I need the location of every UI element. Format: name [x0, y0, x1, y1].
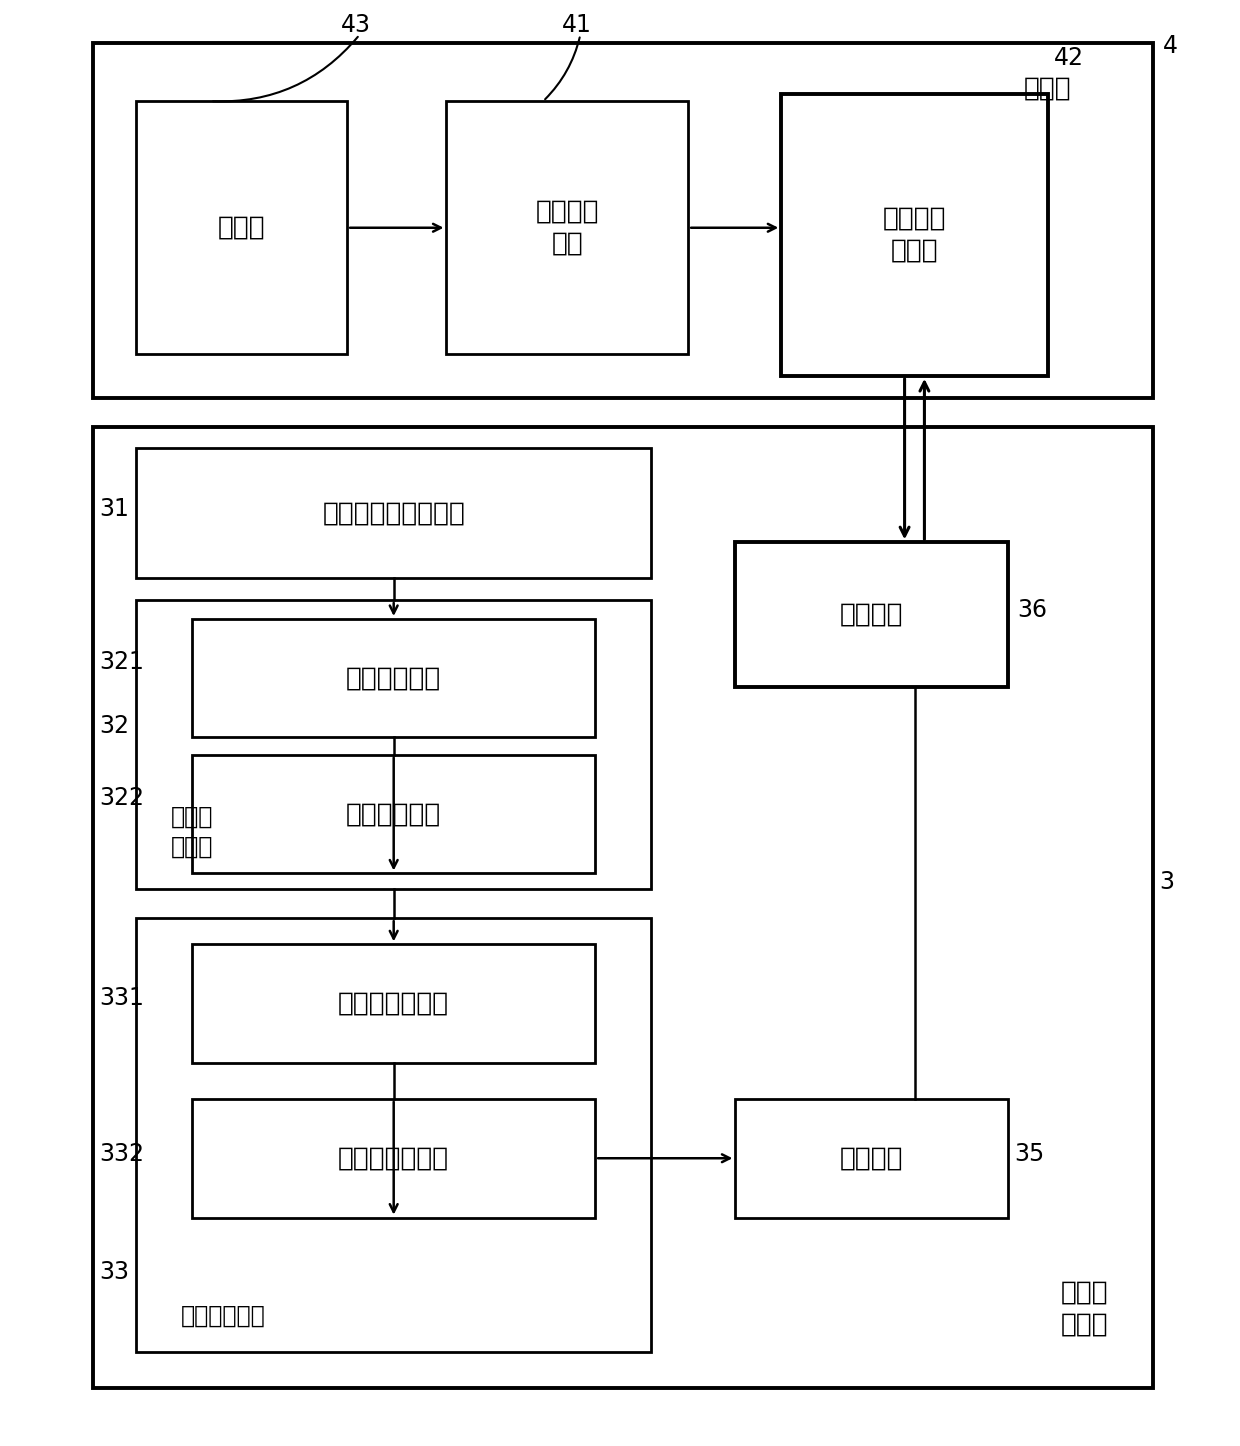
Text: 42: 42 — [1054, 46, 1084, 69]
Bar — [446, 101, 688, 354]
Text: 灰度计算单元: 灰度计算单元 — [346, 665, 441, 691]
Text: 331: 331 — [99, 986, 144, 1009]
Text: 热成像图片采集单元: 热成像图片采集单元 — [322, 500, 465, 526]
Text: 41: 41 — [562, 13, 591, 36]
Bar — [192, 944, 595, 1063]
Bar — [735, 1099, 1008, 1218]
Text: 图片转
换单元: 图片转 换单元 — [171, 804, 213, 859]
Text: 31: 31 — [99, 497, 129, 521]
Bar — [735, 542, 1008, 687]
Bar — [781, 94, 1048, 376]
Text: 服务器: 服务器 — [1024, 75, 1071, 101]
Text: 43: 43 — [341, 13, 371, 36]
Text: 36: 36 — [1017, 599, 1047, 622]
Text: 322: 322 — [99, 787, 144, 810]
Text: 温度计算单元: 温度计算单元 — [346, 801, 441, 827]
Text: 通信单元: 通信单元 — [839, 602, 904, 628]
Text: 服务器通
信单元: 服务器通 信单元 — [883, 205, 946, 265]
Bar — [136, 918, 651, 1352]
Text: 温度差计算单元: 温度差计算单元 — [339, 991, 449, 1017]
Text: 故障检
测系统: 故障检 测系统 — [1061, 1280, 1109, 1338]
Bar — [136, 101, 347, 354]
Text: 数据处理
单元: 数据处理 单元 — [536, 198, 599, 257]
Text: 故障检测单元: 故障检测单元 — [181, 1304, 265, 1327]
Bar — [136, 448, 651, 578]
Text: 32: 32 — [99, 714, 129, 737]
Text: 35: 35 — [1014, 1142, 1044, 1165]
Bar — [136, 600, 651, 889]
Text: 4: 4 — [1163, 35, 1178, 58]
Bar — [192, 1099, 595, 1218]
Text: 3: 3 — [1159, 870, 1174, 894]
Bar — [192, 619, 595, 737]
Text: 故障区判断单元: 故障区判断单元 — [339, 1145, 449, 1171]
Text: 报警单元: 报警单元 — [839, 1145, 904, 1171]
Bar — [93, 427, 1153, 1388]
Text: 报警器: 报警器 — [218, 215, 265, 240]
Text: 33: 33 — [99, 1261, 129, 1284]
Text: 332: 332 — [99, 1142, 144, 1165]
Bar — [93, 43, 1153, 398]
Text: 321: 321 — [99, 651, 144, 674]
Bar — [192, 755, 595, 873]
